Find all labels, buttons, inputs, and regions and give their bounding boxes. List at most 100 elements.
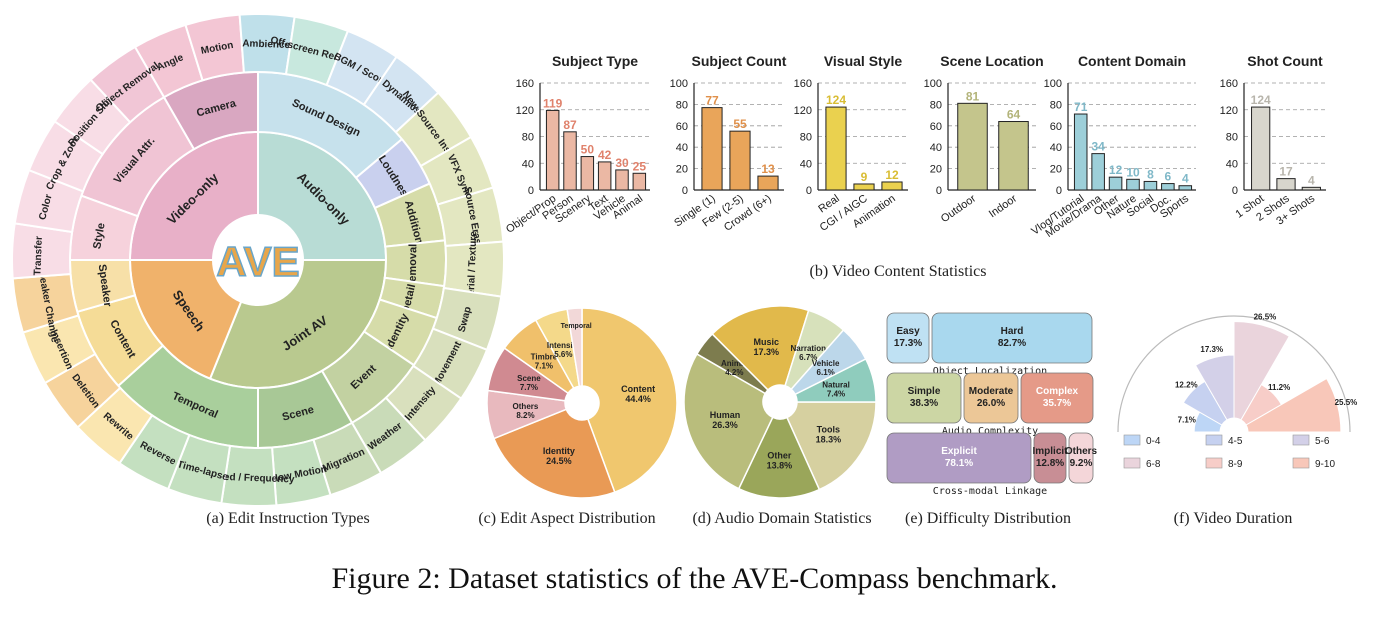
middle-label-style: Style	[91, 222, 107, 250]
y-tick-label: 60	[1050, 121, 1062, 133]
bar	[1073, 113, 1088, 191]
sublabel-f: (f) Video Duration	[1174, 510, 1293, 527]
y-tick-label: 160	[516, 78, 534, 90]
pie-label: Identity	[543, 446, 575, 456]
bar	[701, 107, 723, 191]
pie-hole	[763, 385, 797, 419]
difficulty-label: Easy	[896, 326, 920, 337]
middle-label-removal: Removal	[407, 244, 420, 290]
y-tick-label: 20	[930, 164, 942, 176]
sublabel-a: (a) Edit Instruction Types	[206, 510, 369, 527]
pie-value: 24.5%	[546, 456, 572, 466]
y-tick-label: 0	[936, 185, 942, 197]
y-tick-label: 0	[528, 185, 534, 197]
y-tick-label: 40	[800, 158, 812, 170]
legend-swatch	[1292, 434, 1310, 446]
bar-value-label: 81	[966, 89, 980, 103]
video-duration-rose: 7.1% 12.2% 17.3% 26.5% 11.2% 25.5% 0-4 4-5 5-6 6-…	[1117, 313, 1358, 470]
difficulty-label: Moderate	[969, 386, 1014, 397]
sublabel-d: (d) Audio Domain Statistics	[692, 510, 871, 527]
y-tick-label: 20	[676, 164, 688, 176]
legend-swatch	[1205, 434, 1223, 446]
logo-text: AVE	[216, 238, 299, 285]
pie-value: 4.2%	[725, 368, 743, 377]
pie-label: Natural	[822, 381, 850, 390]
bar-panel-scene-location: Scene Location 0 20 40 60 80 100 81 Outdoor 64 Ind…	[924, 53, 1044, 225]
bar-value-label: 6	[1165, 170, 1172, 184]
difficulty-label: Complex	[1036, 386, 1079, 397]
middle-label-speaker: Speaker	[96, 264, 114, 309]
difficulty-block-implicit	[1033, 432, 1067, 484]
rose-petal-6-8	[1233, 320, 1290, 421]
bar	[1301, 186, 1321, 191]
y-tick-label: 80	[522, 132, 534, 144]
pie-value: 44.4%	[625, 394, 651, 404]
difficulty-value: 26.0%	[977, 398, 1005, 409]
bar-value-label: 42	[598, 148, 612, 162]
difficulty-value: 38.3%	[910, 398, 938, 409]
y-tick-label: 0	[806, 185, 812, 197]
rose-value: 25.5%	[1335, 398, 1358, 407]
y-tick-label: 40	[1050, 142, 1062, 154]
bar-title: Subject Count	[692, 53, 787, 69]
bar	[1108, 176, 1123, 191]
rose-value: 12.2%	[1175, 380, 1198, 389]
difficulty-value: 17.3%	[894, 338, 922, 349]
difficulty-block-explicit	[886, 432, 1032, 484]
y-tick-label: 80	[676, 99, 688, 111]
legend-label: 9-10	[1315, 459, 1335, 470]
outer-ring-object-removal	[89, 45, 166, 124]
ave-logo: AVE	[212, 214, 304, 306]
bar	[615, 169, 629, 191]
bar	[1161, 183, 1175, 191]
legend-label: 4-5	[1228, 436, 1243, 447]
rose-value: 26.5%	[1254, 313, 1277, 322]
legend-label: 6-8	[1146, 459, 1161, 470]
sublabel-b: (b) Video Content Statistics	[810, 263, 987, 280]
pie-label: Human	[710, 410, 741, 420]
bar-value-label: 25	[633, 159, 647, 173]
y-tick-label: 80	[1226, 132, 1238, 144]
bar-value-label: 64	[1007, 108, 1021, 122]
y-tick-label: 160	[1220, 78, 1238, 90]
bar	[597, 161, 612, 191]
rose-value: 11.2%	[1268, 383, 1290, 392]
bar-value-label: 119	[543, 96, 563, 110]
difficulty-value: 9.2%	[1070, 458, 1093, 469]
rose-value: 7.1%	[1178, 415, 1196, 424]
bar-title: Visual Style	[824, 53, 903, 69]
difficulty-label: Implicit	[1032, 446, 1068, 457]
legend-swatch	[1292, 457, 1310, 469]
video-content-bar-charts: Subject Type04080120160119Object/Prop87P…	[504, 53, 1326, 240]
y-tick-label: 60	[676, 121, 688, 133]
pie-label: Other	[767, 451, 792, 461]
bar-title: Content Domain	[1078, 53, 1186, 69]
difficulty-block-others	[1068, 432, 1094, 484]
y-tick-label: 80	[1050, 99, 1062, 111]
difficulty-value: 12.8%	[1036, 458, 1064, 469]
bar	[729, 130, 751, 191]
difficulty-value: 82.7%	[998, 338, 1026, 349]
y-tick-label: 60	[930, 121, 942, 133]
y-tick-label: 100	[924, 78, 942, 90]
pie-hole	[565, 386, 599, 420]
pie-label: Intensity	[547, 341, 580, 350]
sublabel-e: (e) Difficulty Distribution	[905, 510, 1071, 527]
bar	[1276, 178, 1296, 191]
bar-value-label: 34	[1091, 140, 1105, 154]
outer-label-ambience: Ambience	[242, 38, 291, 51]
bar-value-label: 124	[826, 93, 846, 107]
pie-value: 5.6%	[554, 350, 572, 359]
bar-panel-content-domain: Content Domain02040608010071Vlog/Tutoria…	[1029, 53, 1196, 240]
bar-value-label: 12	[1109, 163, 1123, 177]
bar-value-label: 4	[1182, 172, 1189, 186]
y-tick-label: 120	[1220, 105, 1238, 117]
pie-label: Timbre	[531, 353, 558, 362]
